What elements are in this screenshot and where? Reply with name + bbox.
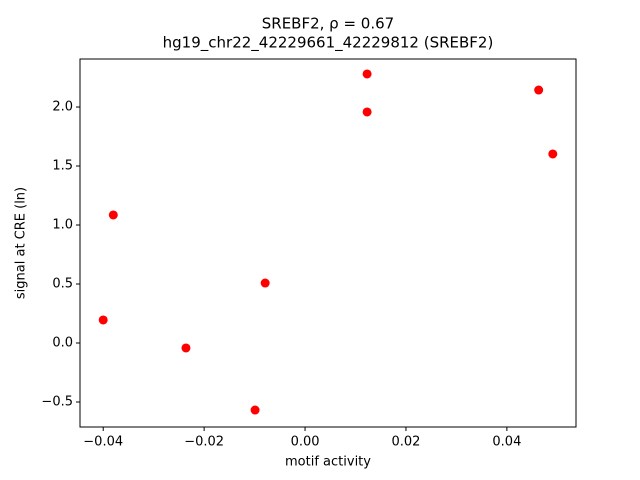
y-tick-label: −0.5 <box>41 394 73 409</box>
point <box>98 315 108 325</box>
chart-subtitle: hg19_chr22_42229661_42229812 (SREBF2) <box>163 34 494 53</box>
x-tick-label: −0.02 <box>184 435 224 450</box>
x-tick-label: 0.04 <box>492 435 521 450</box>
y-tick-label: 0.0 <box>52 335 73 350</box>
x-tick-label: 0.00 <box>291 435 320 450</box>
y-tick-label: 1.0 <box>52 218 73 233</box>
point <box>362 69 372 79</box>
point <box>260 278 270 288</box>
chart-title: SREBF2, ρ = 0.67 <box>262 15 394 33</box>
y-tick-label: 2.0 <box>52 100 73 115</box>
point <box>108 210 118 220</box>
x-tick-label: 0.02 <box>391 435 420 450</box>
plot-frame <box>79 58 577 428</box>
y-tick-label: 1.5 <box>52 159 73 174</box>
point <box>362 107 372 117</box>
point <box>548 149 558 159</box>
x-axis-label: motif activity <box>285 455 371 470</box>
y-tick-label: 0.5 <box>52 277 73 292</box>
y-axis-label: signal at CRE (ln) <box>14 187 29 299</box>
x-tick-label: −0.04 <box>83 435 123 450</box>
point <box>181 343 191 353</box>
point <box>534 85 544 95</box>
point <box>250 405 260 415</box>
